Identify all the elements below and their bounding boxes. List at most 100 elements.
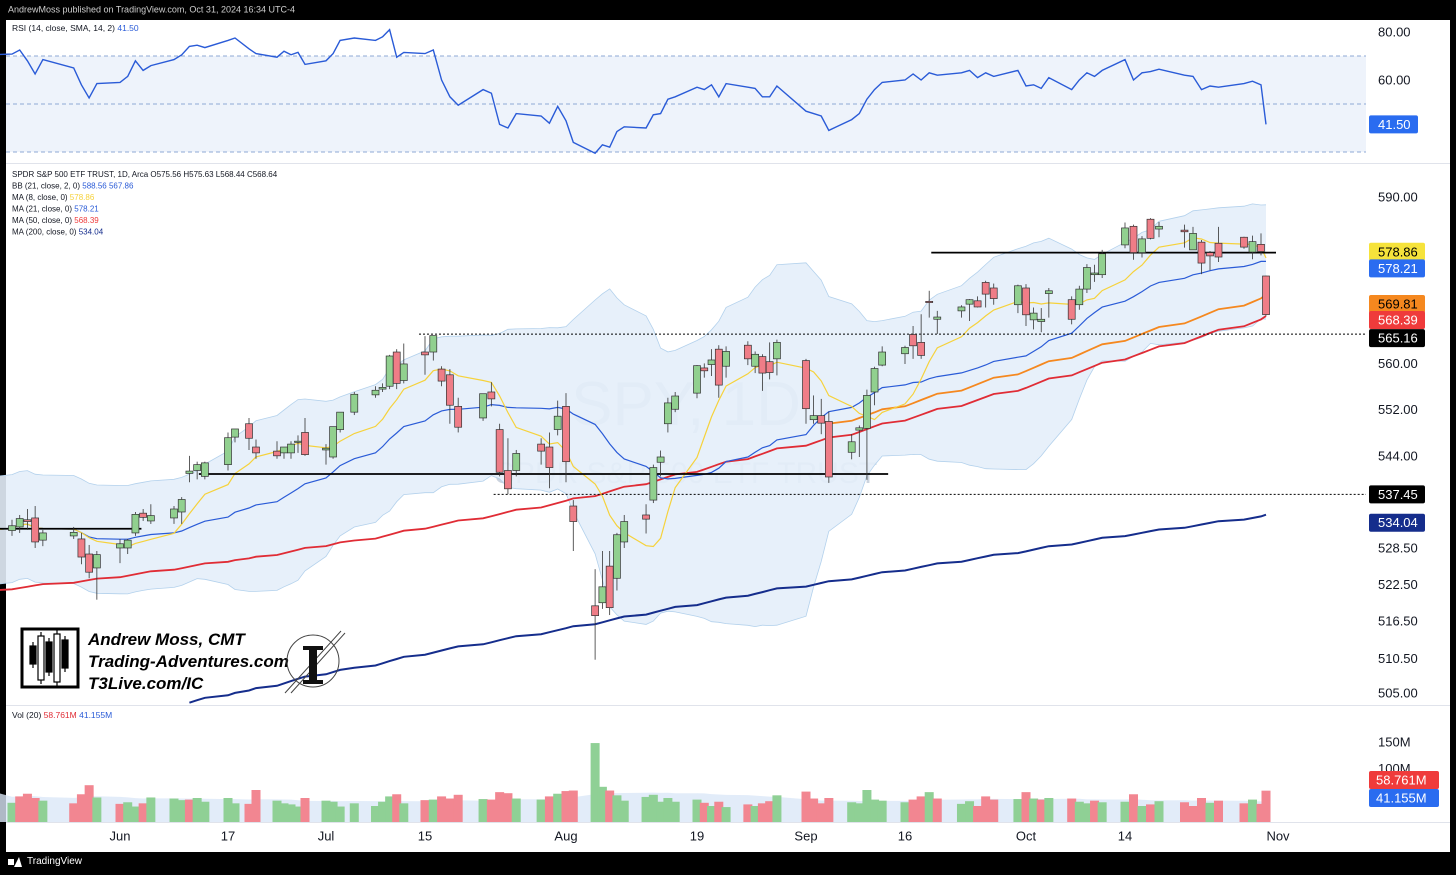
volume-bar[interactable]: [973, 806, 983, 822]
volume-bar[interactable]: [824, 798, 834, 822]
candle[interactable]: [957, 305, 966, 318]
candle[interactable]: [878, 346, 887, 367]
volume-bar[interactable]: [38, 800, 48, 822]
volume-bar[interactable]: [251, 790, 261, 822]
volume-bar[interactable]: [279, 803, 289, 822]
volume-bar[interactable]: [1021, 792, 1031, 822]
candle[interactable]: [870, 366, 879, 406]
volume-bar[interactable]: [486, 799, 496, 822]
candle[interactable]: [201, 461, 209, 480]
volume-bar[interactable]: [1256, 803, 1266, 822]
candle[interactable]: [1067, 296, 1076, 325]
volume-bar[interactable]: [115, 803, 125, 822]
volume-bar[interactable]: [544, 796, 554, 822]
candle[interactable]: [123, 538, 132, 555]
candle[interactable]: [512, 449, 521, 477]
volume-bar[interactable]: [177, 800, 187, 822]
candle[interactable]: [1248, 235, 1257, 260]
candle[interactable]: [185, 455, 194, 483]
candle[interactable]: [855, 425, 864, 457]
volume-bar[interactable]: [84, 785, 94, 822]
candle[interactable]: [545, 432, 554, 489]
volume-bar[interactable]: [1239, 803, 1249, 822]
candle[interactable]: [1098, 249, 1107, 279]
candle[interactable]: [1214, 226, 1223, 262]
volume-bar[interactable]: [1137, 806, 1147, 822]
candle[interactable]: [437, 366, 446, 387]
volume-bar[interactable]: [385, 796, 395, 822]
candle[interactable]: [773, 339, 781, 376]
candle[interactable]: [273, 441, 281, 459]
candle[interactable]: [378, 383, 387, 392]
candle[interactable]: [909, 326, 917, 359]
candle[interactable]: [693, 365, 701, 399]
volume-bar[interactable]: [392, 794, 402, 822]
candle[interactable]: [1029, 307, 1038, 330]
candle[interactable]: [569, 500, 578, 551]
candle[interactable]: [177, 497, 186, 524]
volume-bar[interactable]: [286, 804, 296, 822]
candle[interactable]: [933, 310, 942, 334]
candle[interactable]: [1037, 308, 1046, 333]
candle[interactable]: [1014, 284, 1022, 314]
candle[interactable]: [147, 504, 155, 524]
candle[interactable]: [371, 386, 380, 398]
candle[interactable]: [1189, 226, 1197, 251]
candle[interactable]: [901, 345, 909, 364]
candle[interactable]: [605, 550, 614, 616]
candle[interactable]: [553, 400, 562, 436]
candle[interactable]: [809, 395, 818, 424]
volume-bar[interactable]: [750, 806, 760, 822]
candle[interactable]: [714, 345, 723, 398]
volume-bar[interactable]: [371, 806, 380, 822]
volume-bar[interactable]: [916, 796, 926, 822]
volume-bar[interactable]: [757, 803, 767, 822]
volume-bar[interactable]: [453, 794, 463, 822]
ma50-line[interactable]: [0, 315, 1267, 591]
candle[interactable]: [1083, 264, 1091, 294]
volume-bar[interactable]: [1120, 801, 1130, 822]
volume-bar[interactable]: [612, 795, 622, 822]
volume-bar[interactable]: [648, 794, 658, 822]
volume-bar[interactable]: [1090, 800, 1100, 822]
candle[interactable]: [1262, 275, 1270, 316]
volume-bar[interactable]: [965, 801, 975, 822]
candle[interactable]: [817, 398, 826, 435]
volume-bar[interactable]: [184, 799, 194, 822]
volume-bar[interactable]: [1214, 800, 1223, 822]
candle[interactable]: [981, 280, 990, 308]
ma200-line[interactable]: [189, 513, 1267, 704]
candle[interactable]: [1090, 264, 1099, 282]
volume-bar[interactable]: [743, 804, 753, 822]
volume-bar[interactable]: [605, 790, 615, 822]
candle[interactable]: [504, 438, 512, 495]
candle[interactable]: [642, 504, 650, 534]
candle[interactable]: [479, 393, 487, 421]
volume-bar[interactable]: [192, 798, 202, 822]
candle[interactable]: [1121, 222, 1129, 249]
volume-bar[interactable]: [1205, 802, 1215, 822]
volume-bar[interactable]: [321, 800, 331, 822]
volume-bar[interactable]: [478, 799, 488, 822]
volume-bar[interactable]: [1248, 799, 1257, 822]
volume-bar[interactable]: [1180, 802, 1189, 822]
volume-bar[interactable]: [420, 800, 430, 822]
volume-bar[interactable]: [495, 792, 505, 822]
volume-bar[interactable]: [1129, 794, 1138, 822]
candle[interactable]: [252, 439, 260, 459]
volume-bar[interactable]: [1188, 806, 1198, 822]
volume-bar[interactable]: [30, 798, 40, 822]
candle[interactable]: [649, 464, 658, 504]
candle[interactable]: [31, 506, 39, 548]
volume-bar[interactable]: [656, 801, 666, 822]
volume-bar[interactable]: [553, 793, 563, 822]
volume-bar[interactable]: [1074, 801, 1084, 822]
volume-bar[interactable]: [670, 801, 680, 822]
volume-bar[interactable]: [169, 798, 179, 822]
volume-bar[interactable]: [437, 796, 447, 822]
candle[interactable]: [925, 290, 934, 318]
volume-bar[interactable]: [300, 798, 310, 822]
candle[interactable]: [664, 397, 672, 433]
volume-bar[interactable]: [924, 792, 934, 822]
candle[interactable]: [591, 569, 599, 660]
